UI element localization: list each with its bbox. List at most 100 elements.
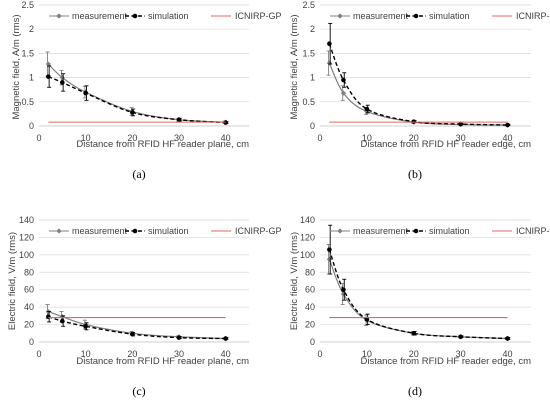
x-tick-label: 30 — [174, 133, 184, 143]
y-tick-label: 120 — [19, 232, 34, 242]
x-axis-label: Distance from RFID HF reader edge, cm — [360, 356, 531, 367]
data-point-simulation — [83, 324, 88, 329]
x-tick-label: 40 — [221, 349, 231, 359]
x-tick-label: 0 — [36, 133, 41, 143]
y-tick-label: 60 — [305, 285, 315, 295]
legend-marker-measurement — [337, 13, 343, 19]
data-point-simulation — [176, 335, 182, 340]
series-line-measurement — [48, 310, 226, 340]
x-tick-label: 30 — [456, 349, 466, 359]
data-point-measurement — [45, 61, 51, 67]
y-axis-label: Electric field, V/m (rms) — [7, 232, 18, 330]
x-tick-label: 20 — [409, 349, 419, 359]
data-point-simulation — [458, 121, 463, 127]
y-tick-label: 2.5 — [302, 0, 315, 10]
x-tick-label: 20 — [127, 133, 137, 143]
data-point-simulation — [83, 90, 88, 96]
y-tick-label: 100 — [19, 250, 34, 260]
series-simulation — [46, 65, 229, 125]
y-tick-label: 20 — [24, 320, 34, 330]
y-tick-label: 100 — [300, 250, 315, 260]
x-tick-label: 30 — [456, 133, 466, 143]
series-simulation — [327, 22, 511, 128]
legend-marker-measurement — [56, 13, 62, 19]
legend-label-measurement: measurement — [72, 11, 128, 21]
legend-label-simulation: simulation — [148, 226, 189, 236]
x-axis-label: Distance from RFID HF reader plane, cm — [76, 139, 249, 150]
legend-label-simulation: simulation — [429, 226, 470, 236]
series-measurement — [326, 243, 511, 342]
legend-marker-simulation — [413, 228, 419, 234]
series-measurement — [45, 304, 229, 342]
data-point-simulation — [176, 117, 182, 123]
data-point-measurement — [364, 108, 370, 115]
y-tick-label: 0 — [29, 337, 34, 347]
legend: measurement simulation ICNIRP-GP — [330, 11, 550, 21]
panel-label: (c) — [132, 384, 145, 398]
legend-marker-measurement — [337, 228, 343, 234]
legend-label-simulation: simulation — [429, 11, 470, 21]
y-tick-label: 80 — [305, 267, 315, 277]
legend-label-limit: ICNIRP-GP — [235, 11, 282, 21]
legend: measurement simulation ICNIRP-GP — [330, 226, 550, 236]
panel-label: (d) — [408, 384, 422, 398]
legend-label-measurement: measurement — [353, 11, 409, 21]
data-point-simulation — [364, 106, 370, 112]
x-tick-label: 10 — [81, 349, 91, 359]
data-point-simulation — [364, 317, 370, 322]
panel-label: (b) — [408, 167, 422, 181]
y-tick-label: 20 — [305, 320, 315, 330]
series-line-simulation — [328, 249, 508, 340]
data-point-simulation — [411, 330, 417, 336]
y-tick-label: 140 — [19, 215, 34, 225]
x-tick-label: 10 — [362, 349, 372, 359]
x-tick-label: 20 — [127, 349, 137, 359]
legend-marker-simulation — [132, 13, 138, 19]
legend-label-measurement: measurement — [72, 226, 128, 236]
series-simulation — [46, 311, 229, 341]
legend-marker-simulation — [413, 13, 419, 19]
x-tick-label: 0 — [317, 349, 322, 359]
y-tick-label: 0 — [310, 337, 315, 347]
y-tick-label: 0.5 — [21, 97, 34, 107]
legend-label-limit: ICNIRP-GP — [235, 226, 282, 236]
data-point-simulation — [60, 318, 65, 324]
data-point-simulation — [46, 314, 51, 320]
data-point-simulation — [60, 80, 65, 85]
series-simulation — [327, 224, 511, 341]
data-point-measurement — [59, 314, 65, 320]
x-axis-label: Distance from RFID HF reader plane, cm — [76, 356, 249, 367]
data-point-measurement — [59, 75, 65, 81]
y-tick-label: 60 — [24, 285, 34, 295]
series-measurement — [326, 50, 511, 128]
y-tick-label: 40 — [305, 302, 315, 312]
data-point-simulation — [505, 122, 510, 128]
legend-label-limit: ICNIRP-GP — [516, 11, 550, 21]
data-point-simulation — [458, 334, 463, 340]
x-tick-label: 20 — [409, 133, 419, 143]
x-axis-label: Distance from RFID HF reader edge, cm — [360, 139, 531, 150]
data-point-measurement — [340, 291, 347, 297]
y-tick-label: 2 — [29, 24, 34, 34]
y-tick-label: 1 — [29, 73, 34, 83]
x-tick-label: 10 — [81, 133, 91, 143]
x-tick-label: 40 — [221, 133, 231, 143]
data-point-simulation — [505, 336, 510, 341]
series-line-simulation — [328, 43, 508, 126]
series-line-measurement — [328, 62, 508, 126]
legend-marker-simulation — [132, 228, 138, 234]
series-line-measurement — [47, 63, 226, 123]
x-tick-label: 0 — [36, 349, 41, 359]
legend-label-limit: ICNIRP-GP — [516, 226, 550, 236]
legend-label-measurement: measurement — [353, 226, 409, 236]
y-axis-label: Magnetic field, A/m (rms) — [289, 14, 300, 119]
data-point-simulation — [130, 110, 135, 115]
x-tick-label: 40 — [503, 349, 513, 359]
data-point-simulation — [223, 336, 228, 341]
legend: measurement simulation ICNIRP-GP — [49, 11, 282, 21]
data-point-simulation — [341, 287, 346, 293]
y-tick-label: 80 — [24, 267, 34, 277]
